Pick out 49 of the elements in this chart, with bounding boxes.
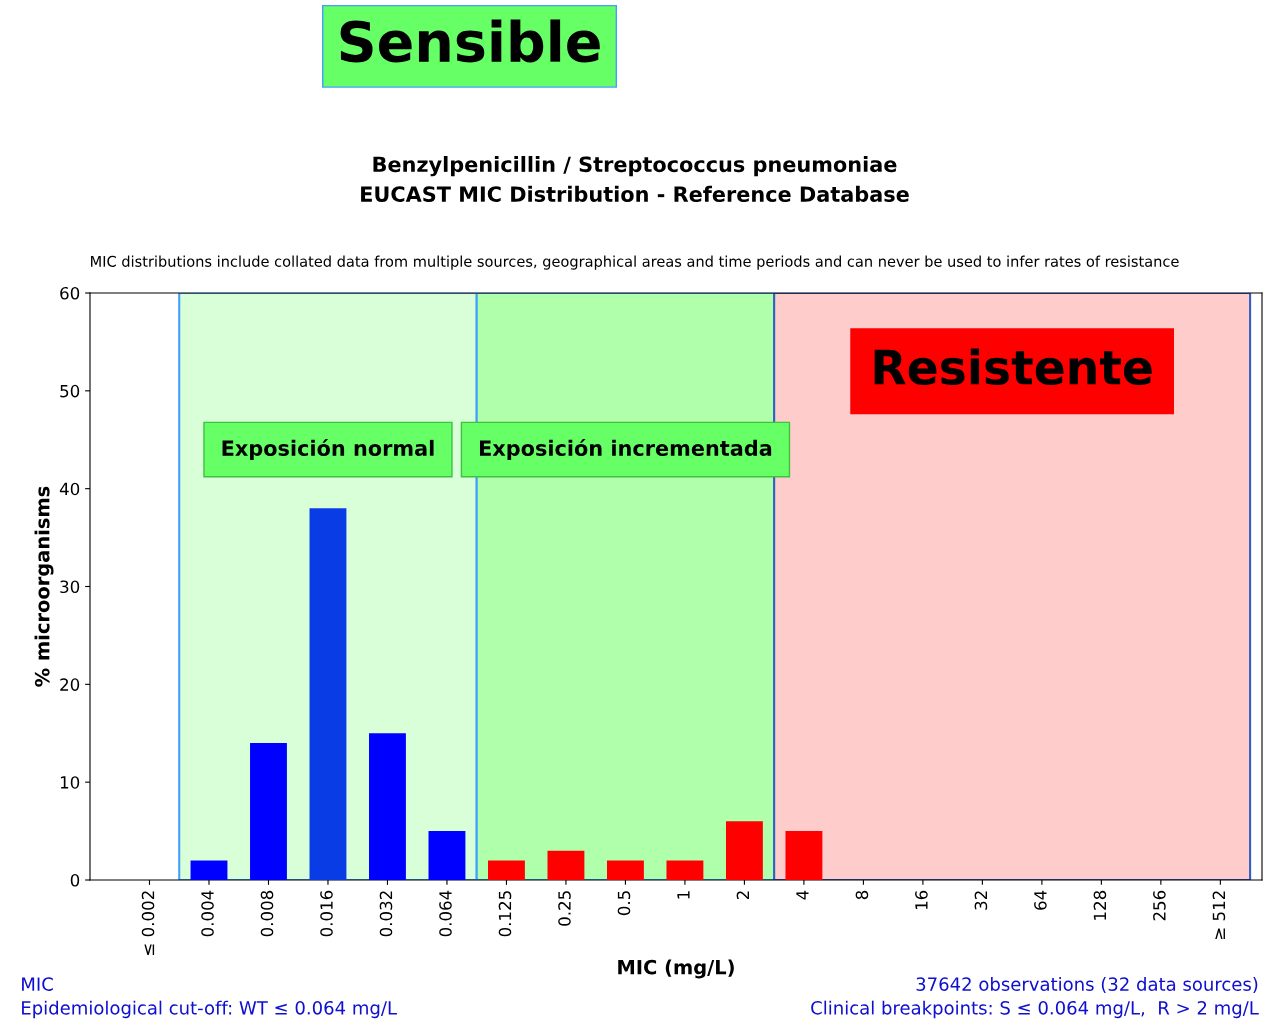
x-tick-label: ≥ 512 [1212,891,1226,940]
y-tick-label: 0 [70,873,80,887]
bar [547,850,585,880]
x-tick-label: 2 [736,891,750,900]
x-tick-label: 4 [796,890,809,900]
band-label: Exposición normal [222,439,434,461]
bar [785,831,823,880]
chart-subtitle: MIC distributions include collated data from multiple sources, geographical areas and time periods and can never be used to infer rates of resistance [91,255,1179,270]
x-tick-label: 128 [1093,890,1107,920]
bar [309,508,347,880]
x-tick-label: 0.5 [617,891,631,916]
bar [190,860,228,880]
x-tick-label: 0.004 [201,890,214,937]
text: Clinical breakpoints: S ≤ 0.064 mg/L, R > 2 mg/L [811,1000,1259,1019]
bar [666,860,704,880]
text: Sensible [340,19,600,63]
chart-title: Benzylpenicillin / Streptococcus pneumoniae EUCAST MIC Distribution - Reference Database [361,156,909,202]
y-axis-title: % microorganisms [34,486,54,687]
x-tick-label: 256 [1153,890,1166,921]
y-tick-label: 10 [60,776,80,789]
bar [428,831,466,880]
text: MIC [22,977,53,991]
y-tick-label: 40 [59,482,80,496]
band-label: Resistente [874,348,1152,385]
x-tick-label: 32 [974,891,988,910]
x-tick-label: 16 [915,890,928,910]
text: Epidemiological cut-off: WT ≤ 0.064 mg/L [22,1000,397,1019]
y-tick-label: 30 [60,580,80,594]
x-tick-label: 0.008 [260,890,274,937]
x-tick-label: ≤ 0.002 [141,891,155,955]
x-tick-label: 64 [1034,890,1047,910]
x-tick-label: 0.016 [320,890,333,937]
x-tick-label: 0.25 [558,891,571,926]
x-tick-label: 8 [855,890,869,900]
bar [606,860,644,880]
x-axis-title: MIC (mg/L) [618,959,734,979]
y-tick-label: 20 [60,678,80,691]
y-tick-label: 60 [60,286,80,300]
y-tick-label: 50 [60,384,80,398]
bar [250,743,287,880]
bar [369,733,406,880]
text: 37642 observations (32 data sources) [916,976,1258,994]
x-tick-label: 1 [677,891,690,899]
x-tick-label: 0.125 [498,891,512,937]
bar [725,821,763,880]
x-tick-label: 0.064 [439,890,452,937]
bar [488,860,525,880]
x-tick-label: 0.032 [379,891,393,937]
band-label: Exposición incrementada [479,439,772,461]
